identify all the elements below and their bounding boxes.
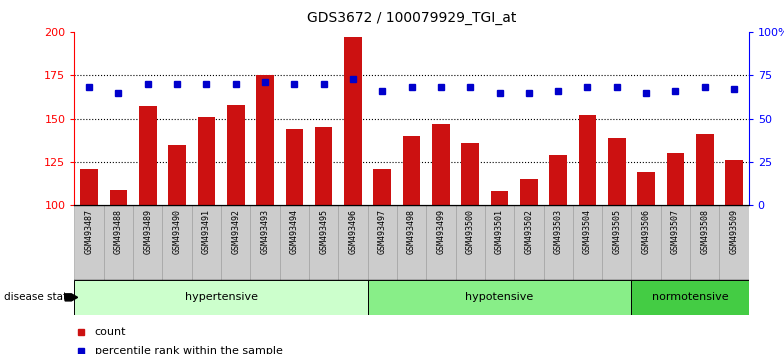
Bar [192,205,221,280]
Bar [133,205,162,280]
Text: GSM493490: GSM493490 [172,209,182,254]
Bar [110,190,127,205]
Text: percentile rank within the sample: percentile rank within the sample [95,346,282,354]
Bar [520,179,538,205]
Text: count: count [95,327,126,337]
Bar [462,143,479,205]
Bar [373,169,391,205]
Bar [309,205,339,280]
Bar [550,155,567,205]
Text: GSM493503: GSM493503 [554,209,563,254]
Text: GSM493504: GSM493504 [583,209,592,254]
Bar [368,205,397,280]
Bar [690,205,720,280]
Text: normotensive: normotensive [652,292,728,302]
Bar [491,192,508,205]
Bar [221,205,250,280]
Bar [543,205,573,280]
Bar [344,37,361,205]
Bar [696,134,713,205]
Text: GSM493493: GSM493493 [260,209,270,254]
Bar [579,115,597,205]
Text: GSM493508: GSM493508 [700,209,710,254]
Text: GSM493499: GSM493499 [437,209,445,254]
Bar [631,280,749,315]
Bar [169,144,186,205]
Bar [637,172,655,205]
Bar [250,205,280,280]
Text: GSM493501: GSM493501 [495,209,504,254]
Text: hypertensive: hypertensive [184,292,258,302]
Bar [514,205,543,280]
Bar [397,205,426,280]
Bar [227,105,245,205]
Text: GDS3672 / 100079929_TGI_at: GDS3672 / 100079929_TGI_at [307,11,517,25]
Text: GSM493502: GSM493502 [524,209,533,254]
Bar [162,205,192,280]
Bar [368,280,631,315]
Bar [403,136,420,205]
Text: GSM493494: GSM493494 [290,209,299,254]
Bar [725,160,743,205]
Bar [720,205,749,280]
Text: GSM493487: GSM493487 [85,209,93,254]
Bar [602,205,631,280]
Text: disease state: disease state [4,292,74,302]
Bar [661,205,690,280]
Bar [139,107,157,205]
Bar [80,169,98,205]
Text: hypotensive: hypotensive [466,292,534,302]
Bar [485,205,514,280]
Bar [285,129,303,205]
Text: GSM493491: GSM493491 [202,209,211,254]
Text: GSM493506: GSM493506 [641,209,651,254]
Text: GSM493500: GSM493500 [466,209,475,254]
Bar [256,75,274,205]
Bar [432,124,450,205]
Bar [315,127,332,205]
Text: GSM493496: GSM493496 [348,209,358,254]
Text: GSM493509: GSM493509 [730,209,739,254]
Text: GSM493507: GSM493507 [671,209,680,254]
Text: GSM493498: GSM493498 [407,209,416,254]
Bar [74,205,103,280]
Text: GSM493505: GSM493505 [612,209,621,254]
Bar [573,205,602,280]
Bar [426,205,456,280]
Bar [631,205,661,280]
Bar [280,205,309,280]
Bar [198,117,215,205]
Bar [608,138,626,205]
Bar [339,205,368,280]
Bar [74,280,368,315]
Bar [456,205,485,280]
Text: GSM493488: GSM493488 [114,209,123,254]
Text: GSM493489: GSM493489 [143,209,152,254]
Bar [103,205,133,280]
Text: GSM493497: GSM493497 [378,209,387,254]
Text: GSM493492: GSM493492 [231,209,240,254]
Bar [666,153,684,205]
Text: GSM493495: GSM493495 [319,209,328,254]
